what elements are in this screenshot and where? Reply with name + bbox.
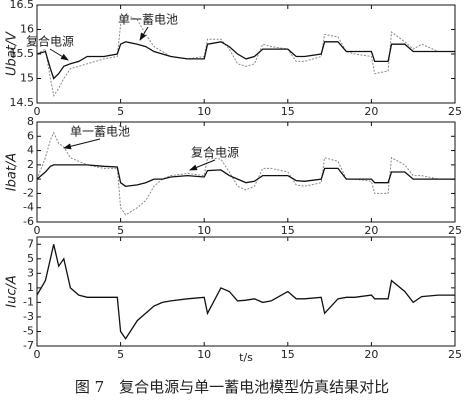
y-tick-label: 7: [27, 237, 34, 250]
y-tick-label: 2: [27, 158, 34, 171]
y-tick-label: 8: [27, 115, 34, 128]
y-tick-label: 14.5: [10, 96, 35, 109]
annotation: 复合电源: [191, 145, 239, 160]
y-tick-label: 3: [27, 266, 34, 279]
annotation: 单一蓄电池: [70, 125, 130, 139]
x-tick-label: 10: [197, 224, 211, 237]
x-tick-label: 5: [117, 224, 124, 237]
y-tick-label: 16.5: [10, 0, 35, 11]
x-tick-label: 0: [34, 105, 41, 118]
x-tick-label: 10: [197, 105, 211, 118]
annotation: 复合电源: [26, 34, 74, 49]
x-tick-label: 15: [281, 105, 295, 118]
y-tick-label: -3: [23, 310, 34, 323]
y-tick-label: -7: [23, 339, 34, 352]
y-tick-label: 16: [20, 23, 34, 36]
axes-box: [36, 236, 456, 347]
x-tick-label: 25: [448, 105, 462, 118]
y-tick-label: -1: [23, 295, 34, 308]
y-tick-label: 6: [27, 129, 34, 142]
series-line: [36, 244, 455, 340]
y-tick-label: 4: [27, 144, 34, 157]
series-line: [36, 164, 455, 187]
y-tick-label: 0: [27, 172, 34, 185]
x-tick-label: 10: [197, 348, 211, 361]
x-axis-label: t/s: [239, 351, 253, 364]
y-tick-label: 15: [20, 72, 34, 85]
x-tick-label: 25: [448, 224, 462, 237]
series-line: [36, 14, 455, 97]
annotation-arrow: [63, 138, 101, 150]
y-tick-label: -5: [23, 324, 34, 337]
x-tick-label: 5: [117, 348, 124, 361]
x-tick-label: 20: [364, 348, 378, 361]
y-tick-label: 5: [27, 252, 34, 265]
axes-box: [36, 121, 456, 223]
y-axis-label: Ibat/A: [5, 153, 20, 191]
annotation: 单一蓄电池: [118, 13, 178, 27]
y-tick-label: -2: [23, 186, 34, 199]
x-tick-label: 0: [34, 348, 41, 361]
x-tick-label: 15: [281, 224, 295, 237]
series-line: [36, 41, 455, 80]
caption: 图 7 复合电源与单一蓄电池模型仿真结果对比: [75, 378, 389, 396]
y-tick-label: -4: [23, 201, 34, 214]
x-tick-label: 20: [364, 105, 378, 118]
y-tick-label: 15.5: [10, 47, 35, 60]
x-tick-label: 5: [117, 105, 124, 118]
y-axis-label: Ubat/V: [5, 31, 20, 76]
x-tick-label: 20: [364, 224, 378, 237]
series-line: [36, 131, 455, 216]
x-tick-label: 25: [448, 348, 462, 361]
annotation-arrow: [49, 48, 69, 61]
x-tick-label: 15: [281, 348, 295, 361]
axes-box: [36, 4, 456, 104]
y-axis-label: Iuc/A: [5, 275, 20, 308]
annotation-arrow: [139, 26, 149, 41]
annotation-arrow: [189, 159, 216, 171]
y-tick-label: 1: [27, 281, 34, 294]
y-tick-label: -6: [23, 215, 34, 228]
x-tick-label: 0: [34, 224, 41, 237]
